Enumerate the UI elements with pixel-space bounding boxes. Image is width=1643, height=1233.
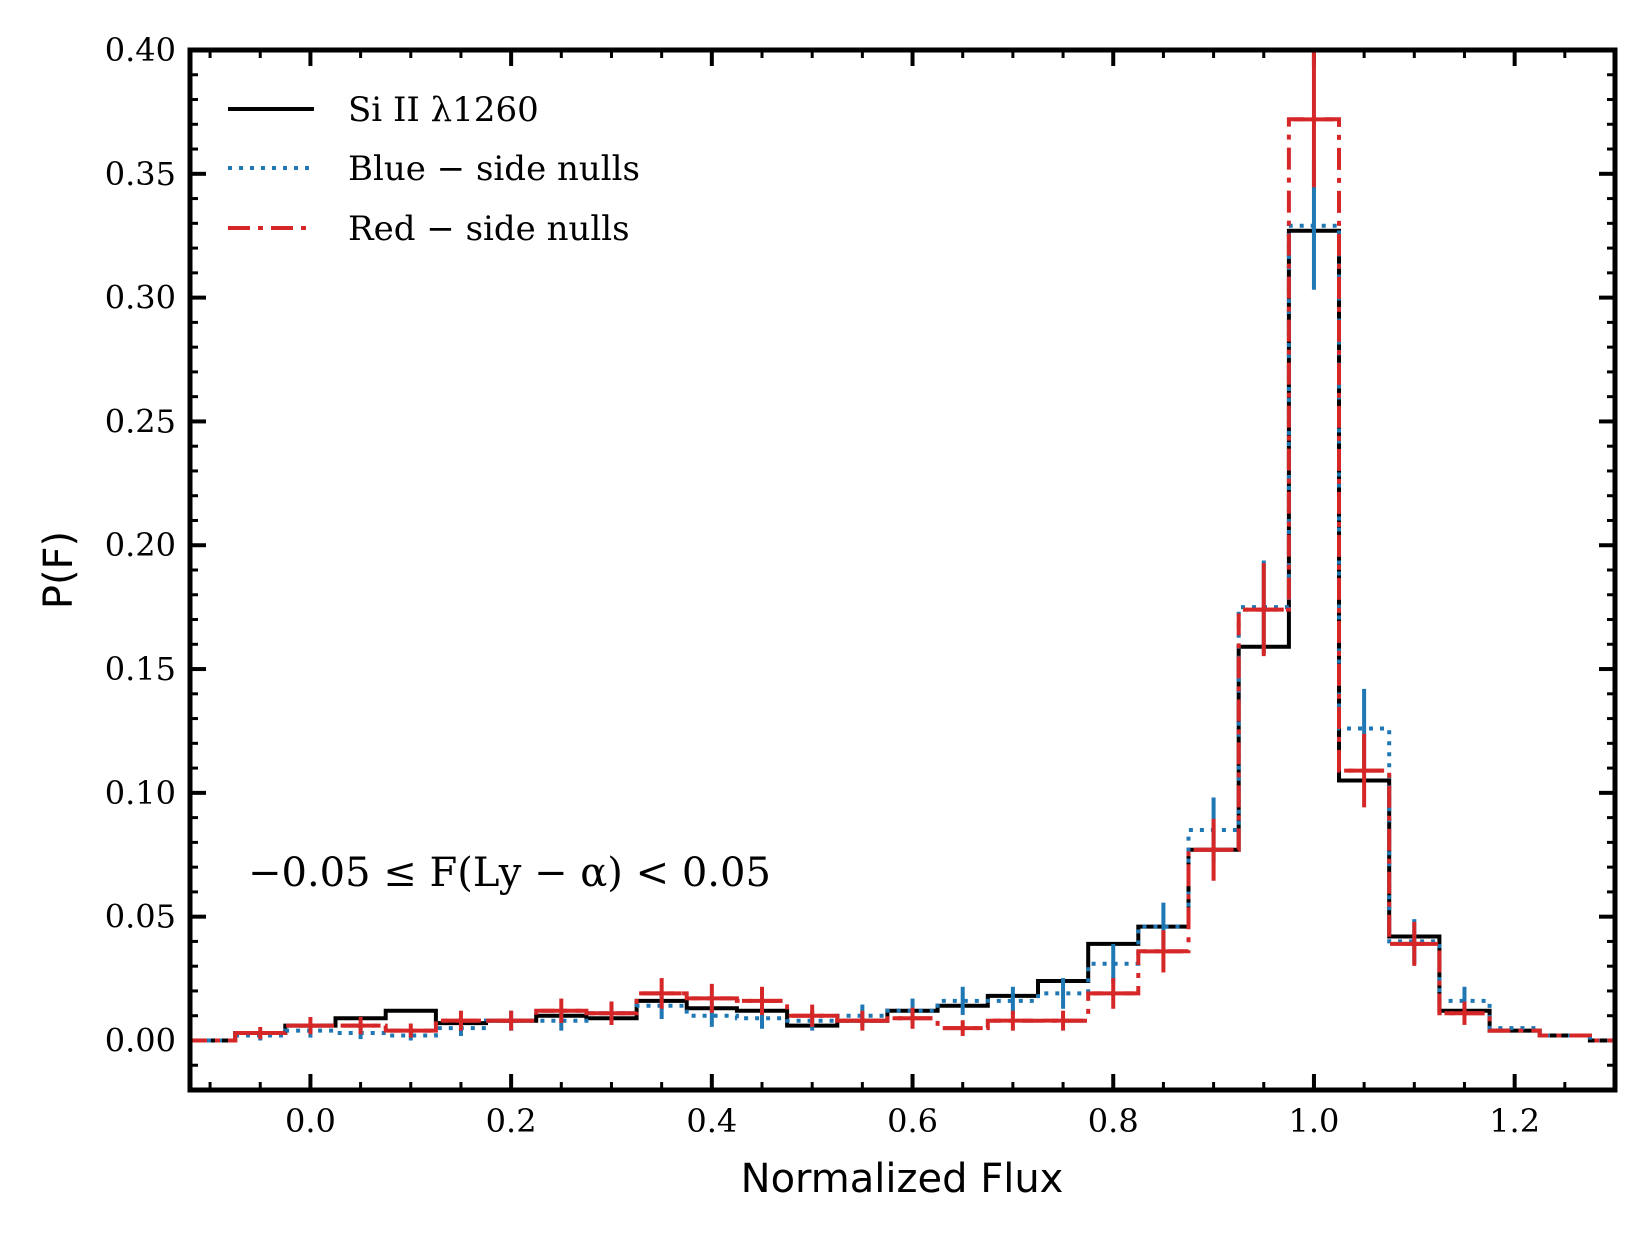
series-line-0 (190, 228, 1615, 1043)
x-tick-label: 0.8 (1088, 1102, 1139, 1140)
plot-area (190, 51, 1615, 1043)
y-tick-label: 0.20 (105, 526, 176, 564)
y-tick-label: 0.15 (105, 650, 176, 688)
ticks-layer: 0.0 0.2 0.4 0.6 0.8 1.0 1.2 0.00 0.05 0.10 0.15 0.2… (105, 31, 1617, 1140)
plot-frame (187, 47, 1618, 1093)
legend-label-si-ii: Si II λ1260 (348, 90, 539, 130)
x-tick-label: 0.4 (686, 1102, 737, 1140)
y-tick-label: 0.10 (105, 774, 176, 812)
x-tick-label: 1.0 (1288, 1102, 1339, 1140)
series-line-2 (190, 117, 1615, 1043)
x-tick-label: 0.2 (486, 1102, 537, 1140)
y-tick-label: 0.40 (105, 31, 176, 69)
y-tick-label: 0.35 (105, 155, 176, 193)
legend: Si II λ1260 Blue − side nulls Red − side… (228, 90, 640, 249)
range-annotation: −0.05 ≤ F(Ly − α) < 0.05 (248, 850, 771, 896)
y-tick-label: 0.00 (105, 1021, 176, 1059)
y-tick-label: 0.05 (105, 898, 176, 936)
y-tick-label: 0.30 (105, 279, 176, 317)
series-line-1 (190, 223, 1615, 1043)
x-axis-label: Normalized Flux (741, 1156, 1064, 1202)
x-tick-label: 0.6 (887, 1102, 938, 1140)
x-tick-label: 0.0 (285, 1102, 336, 1140)
y-tick-label: 0.25 (105, 402, 176, 440)
legend-label-red-side-nulls: Red − side nulls (348, 209, 630, 249)
legend-label-blue-side-nulls: Blue − side nulls (348, 149, 640, 189)
x-tick-label: 1.2 (1489, 1102, 1540, 1140)
series-layer (190, 51, 1615, 1043)
y-axis-label: P(F) (36, 531, 82, 609)
